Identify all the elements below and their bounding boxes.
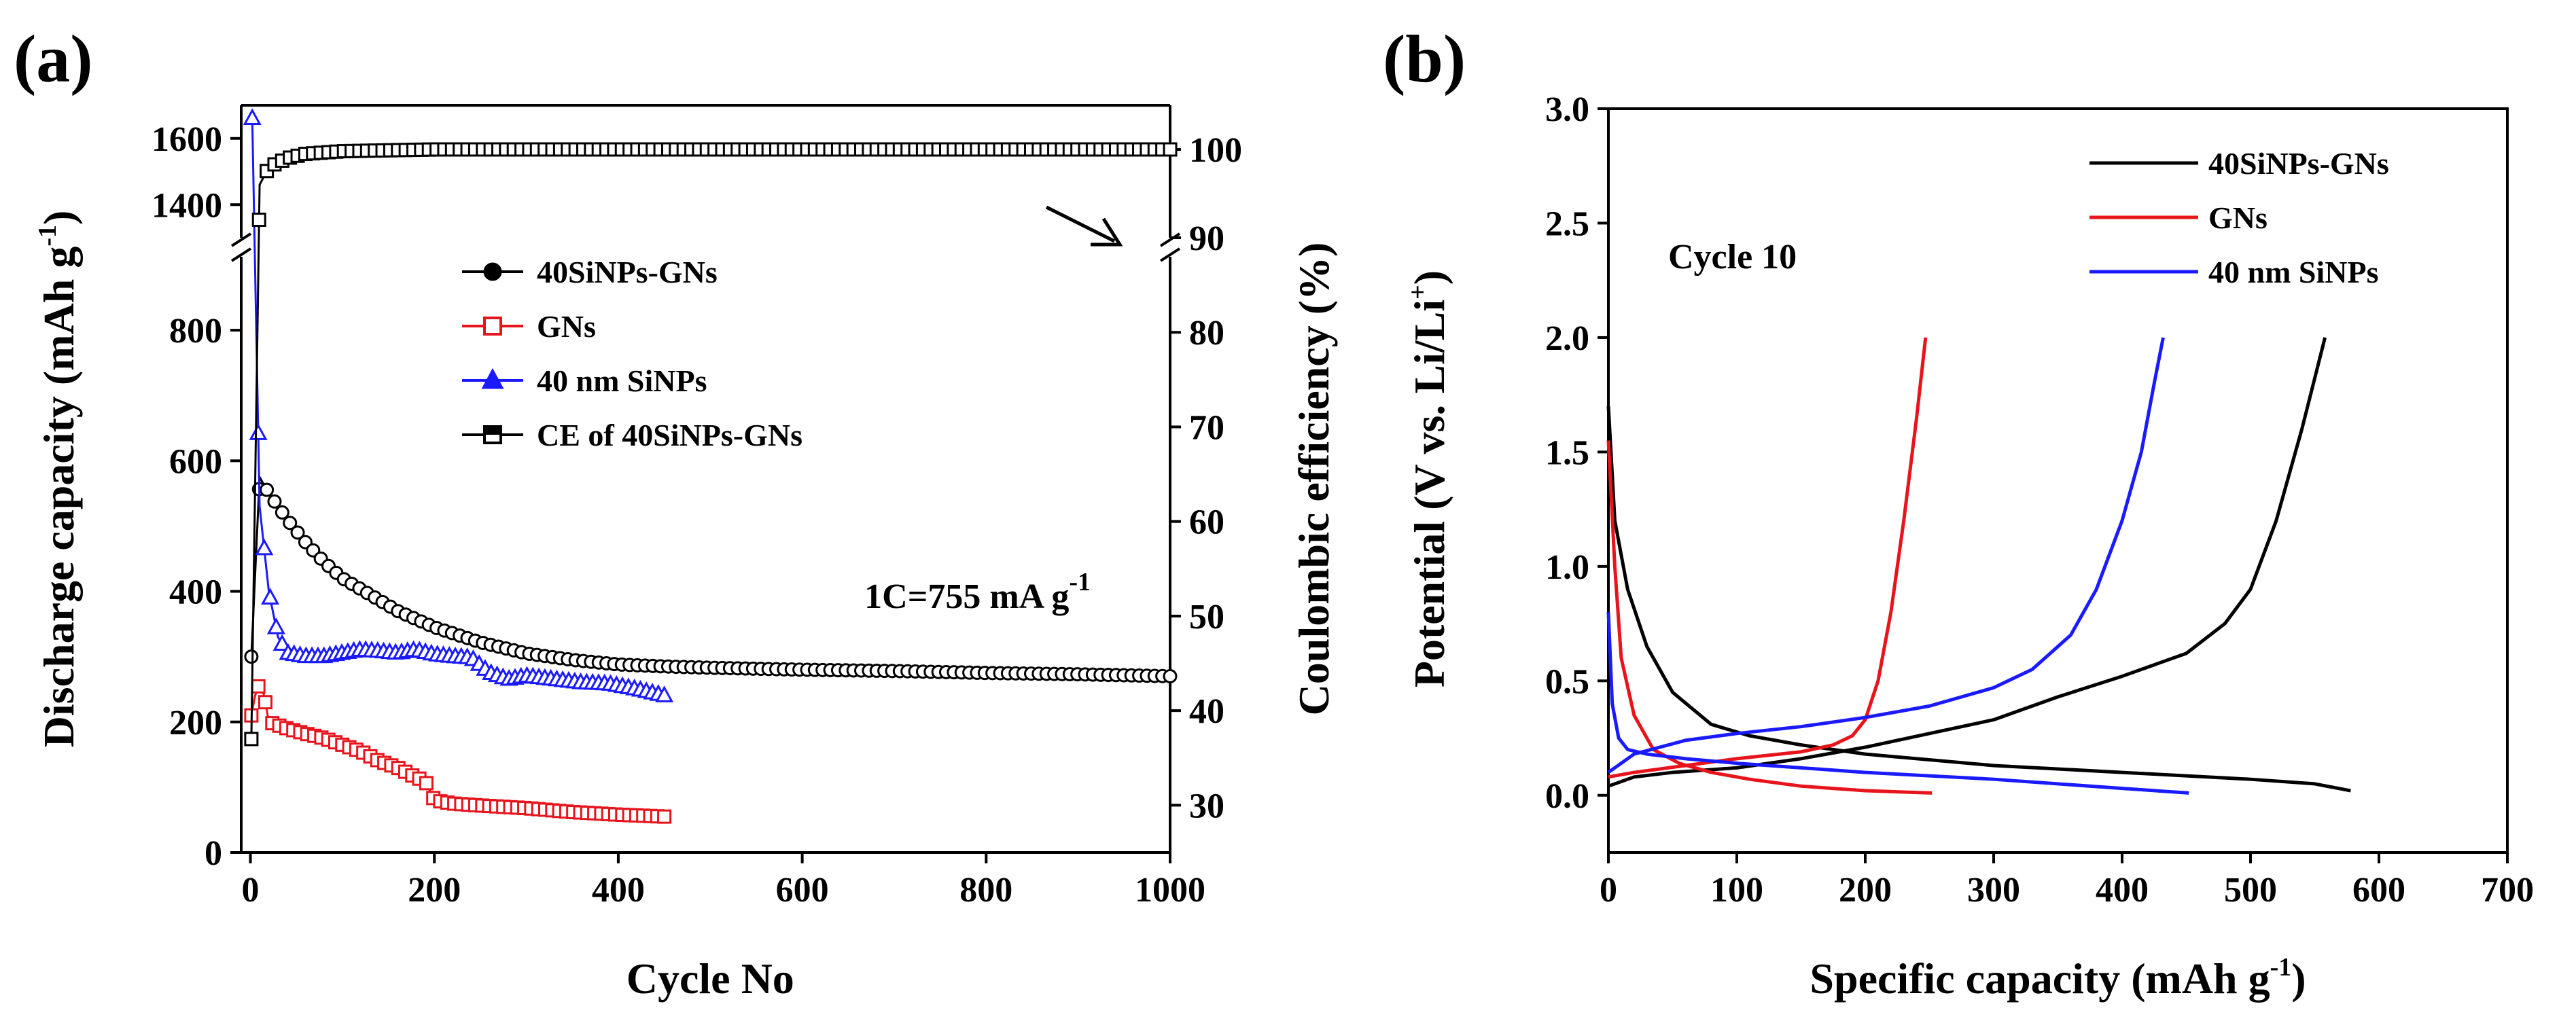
y-tick-label: 0 xyxy=(205,834,222,873)
y-tick-label: 800 xyxy=(169,312,222,351)
data-point xyxy=(657,809,672,824)
y-tick-label: 3.0 xyxy=(1545,90,1589,129)
rate-annotation: 1C=755 mA g-1 xyxy=(864,568,1091,616)
y-tick-label: 400 xyxy=(169,573,222,612)
x-axis-label: Cycle No xyxy=(627,954,794,1003)
axis-break-mark xyxy=(230,232,252,247)
panel-a-chart: (a) 0 200 400 600 800 1000 0 200 400 600 800 1400 160… xyxy=(14,21,1338,1003)
data-point xyxy=(272,634,292,651)
axis-break-mark xyxy=(1159,232,1181,247)
y-tick-label: 0.5 xyxy=(1545,662,1589,701)
y2-axis-label: Coulombic efficiency (%) xyxy=(1290,243,1338,716)
y-tick-label: 2.0 xyxy=(1545,319,1589,358)
x-tick-label: 200 xyxy=(1839,871,1892,910)
legend-label: 40 nm SiNPs xyxy=(2208,255,2378,289)
arrow-head xyxy=(1091,217,1123,247)
y-tick-label: 1400 xyxy=(152,186,222,225)
arrow-to-right-axis xyxy=(1045,205,1116,243)
plot-frame xyxy=(1607,107,2509,854)
data-point xyxy=(261,588,280,605)
x-tick-label: 0 xyxy=(242,871,260,910)
curve-discharge-0 xyxy=(1606,406,2351,793)
y2-tick-label: 70 xyxy=(1189,408,1224,447)
x-tick-label: 300 xyxy=(1967,871,2020,910)
data-point xyxy=(267,494,282,509)
legend-label: CE of 40SiNPs-GNs xyxy=(537,418,802,452)
curve-discharge-2 xyxy=(1606,612,2189,795)
legend-label: GNs xyxy=(2208,200,2268,235)
y2-tick-label: 50 xyxy=(1189,598,1224,636)
y-axis-label: Potential (V vs. Li/Li+) xyxy=(1404,270,1453,687)
panel-b-chart: (b) 0 100 200 300 400 500 600 700 0.0 0.5 1.0 1.5 2.0… xyxy=(1383,21,2534,1003)
axis-break-mark xyxy=(1159,247,1181,262)
x-tick-label: 400 xyxy=(2096,871,2149,910)
y-tick-label: 0.0 xyxy=(1545,777,1589,816)
curve-charge-2 xyxy=(1607,337,2165,774)
panel-a-label: (a) xyxy=(14,21,93,96)
legend-marker xyxy=(483,262,502,281)
legend-label: 40 nm SiNPs xyxy=(537,363,707,398)
axis-break-mark xyxy=(230,247,252,262)
data-point xyxy=(1163,142,1178,157)
y2-tick-label: 100 xyxy=(1189,131,1242,170)
data-point xyxy=(266,617,285,634)
data-point xyxy=(275,505,289,520)
data-point xyxy=(260,482,275,497)
curve-charge-0 xyxy=(1608,337,2327,788)
x-tick-label: 600 xyxy=(776,871,829,910)
x-tick-label: 1000 xyxy=(1135,871,1205,910)
x-tick-label: 600 xyxy=(2352,871,2405,910)
data-point xyxy=(290,525,305,540)
y2-tick-label: 30 xyxy=(1189,787,1224,825)
data-point xyxy=(244,732,259,747)
y-tick-label: 600 xyxy=(169,442,222,481)
data-point xyxy=(419,776,434,791)
data-point xyxy=(251,213,266,228)
data-point xyxy=(1163,669,1178,683)
y2-tick-label: 90 xyxy=(1189,219,1224,258)
legend-label: GNs xyxy=(537,309,596,344)
legend-marker xyxy=(483,317,502,336)
x-axis-label: Specific capacity (mAh g-1) xyxy=(1810,953,2306,1003)
x-tick-label: 500 xyxy=(2224,871,2277,910)
x-tick-label: 400 xyxy=(592,871,645,910)
legend-marker xyxy=(481,367,504,389)
x-tick-label: 700 xyxy=(2481,871,2534,910)
data-point xyxy=(655,685,674,702)
series-line-2 xyxy=(251,118,665,697)
y-tick-label: 2.5 xyxy=(1545,204,1589,243)
x-tick-label: 100 xyxy=(1710,871,1763,910)
x-tick-label: 0 xyxy=(1600,871,1617,910)
y2-tick-label: 60 xyxy=(1189,503,1224,542)
y-tick-label: 1600 xyxy=(152,120,222,159)
cycle-annotation: Cycle 10 xyxy=(1668,238,1797,276)
y-tick-label: 1.5 xyxy=(1545,433,1589,472)
data-point xyxy=(244,649,259,664)
data-point xyxy=(255,538,274,556)
y-tick-label: 1.0 xyxy=(1545,548,1589,587)
legend-label: 40SiNPs-GNs xyxy=(2208,146,2389,181)
curve-discharge-1 xyxy=(1606,440,1933,795)
legend-marker-fill xyxy=(484,427,501,435)
legend-label: 40SiNPs-GNs xyxy=(537,255,718,289)
data-point xyxy=(258,695,272,710)
data-point xyxy=(249,423,268,440)
y-axis-label: Discharge capacity (mAh g-1) xyxy=(33,211,83,748)
data-point xyxy=(243,108,262,125)
y2-tick-label: 80 xyxy=(1189,314,1224,353)
curve-charge-1 xyxy=(1608,337,1928,779)
y-tick-label: 200 xyxy=(169,704,222,742)
data-point xyxy=(251,679,266,694)
x-tick-label: 800 xyxy=(959,871,1012,910)
panel-b-label: (b) xyxy=(1383,21,1466,96)
data-point xyxy=(283,516,298,531)
x-tick-label: 200 xyxy=(408,871,461,910)
y2-tick-label: 40 xyxy=(1189,692,1224,731)
